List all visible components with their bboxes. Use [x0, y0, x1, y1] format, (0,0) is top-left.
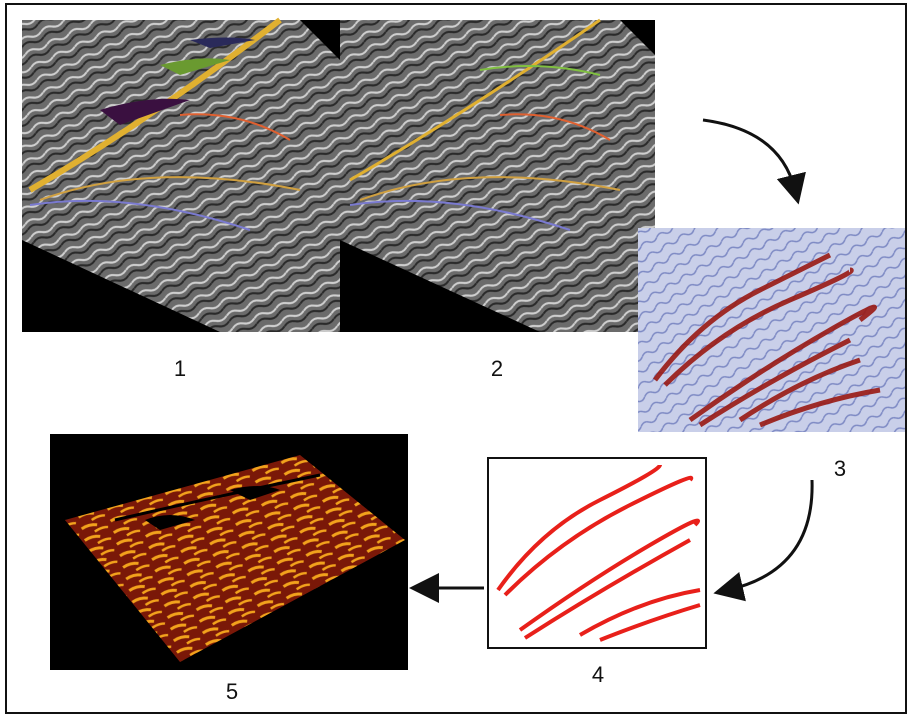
panel-3-image	[638, 228, 905, 432]
panel-label: 1	[174, 356, 186, 381]
arrow	[728, 480, 812, 590]
panel-4-image	[488, 458, 706, 648]
panel-label: 2	[491, 356, 503, 381]
figure: 1 2 3 4 5	[0, 0, 912, 717]
panel-1-image	[22, 20, 340, 332]
panel-label: 4	[592, 662, 604, 687]
panel-label: 5	[226, 679, 238, 704]
panel-2-image	[340, 20, 655, 332]
panel-label: 3	[834, 456, 846, 481]
panel-5-image	[50, 434, 408, 670]
page: 1 2 3 4 5 (() => { const data = JSON.par…	[0, 0, 912, 717]
arrow	[703, 120, 795, 190]
